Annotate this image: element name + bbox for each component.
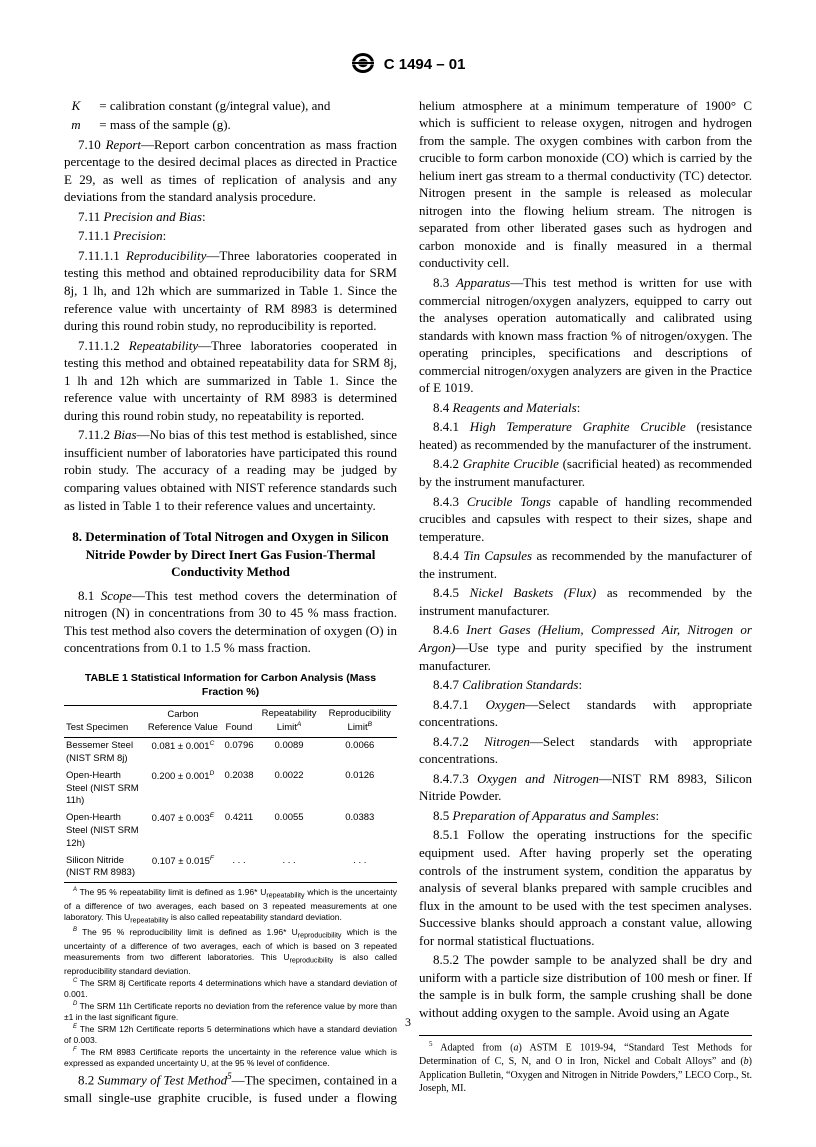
table-1: TABLE 1 Statistical Information for Carb…: [64, 671, 397, 1069]
para-8-4-4: 8.4.4 Tin Capsules as recommended by the…: [419, 547, 752, 582]
para-8-4-7-2: 8.4.7.2 Nitrogen—Select standards with a…: [419, 733, 752, 768]
two-column-body: K = calibration constant (g/integral val…: [64, 97, 752, 1107]
para-8-3: 8.3 Apparatus—This test method is writte…: [419, 274, 752, 397]
table-1-footnotes: A The 95 % repeatability limit is define…: [64, 887, 397, 1069]
col-found: Found: [222, 706, 255, 738]
table-row: Open-Hearth Steel (NIST SRM 11h)0.200 ± …: [64, 768, 397, 810]
table-footnote-A: A The 95 % repeatability limit is define…: [64, 887, 397, 926]
para-7-10: 7.10 Report—Report carbon concentration …: [64, 136, 397, 206]
para-8-4-7: 8.4.7 Calibration Standards:: [419, 676, 752, 694]
para-8-1: 8.1 Scope—This test method covers the de…: [64, 587, 397, 657]
section-8-heading: 8. Determination of Total Nitrogen and O…: [64, 528, 397, 581]
para-7-11-1-2: 7.11.1.2 Repeatability—Three laboratorie…: [64, 337, 397, 425]
table-1-grid: Test Specimen Carbon Reference Value Fou…: [64, 705, 397, 883]
definition-m: m = mass of the sample (g).: [64, 116, 397, 134]
col-ref: Carbon Reference Value: [143, 706, 222, 738]
col-specimen: Test Specimen: [64, 706, 143, 738]
table-footnote-B: B The 95 % reproducibility limit is defi…: [64, 927, 397, 977]
table-footnote-C: C The SRM 8j Certificate reports 4 deter…: [64, 978, 397, 1000]
document-header: C 1494 – 01: [64, 52, 752, 79]
para-8-4-6: 8.4.6 Inert Gases (Helium, Compressed Ai…: [419, 621, 752, 674]
para-8-4-7-1: 8.4.7.1 Oxygen—Select standards with app…: [419, 696, 752, 731]
table-1-title: TABLE 1 Statistical Information for Carb…: [64, 671, 397, 699]
para-8-5: 8.5 Preparation of Apparatus and Samples…: [419, 807, 752, 825]
page-footnote-5: 5 Adapted from (a) ASTM E 1019-94, “Stan…: [419, 1035, 752, 1095]
table-footnote-F: F The RM 8983 Certificate reports the un…: [64, 1047, 397, 1069]
designation-title: C 1494 – 01: [384, 55, 466, 75]
para-7-11-2: 7.11.2 Bias—No bias of this test method …: [64, 426, 397, 514]
page-number: 3: [0, 1014, 816, 1030]
para-8-4: 8.4 Reagents and Materials:: [419, 399, 752, 417]
para-7-11-1: 7.11.1 Precision:: [64, 227, 397, 245]
table-row: Open-Hearth Steel (NIST SRM 12h)0.407 ± …: [64, 810, 397, 852]
para-7-11-1-1: 7.11.1.1 Reproducibility—Three laborator…: [64, 247, 397, 335]
para-8-4-1: 8.4.1 High Temperature Graphite Crucible…: [419, 418, 752, 453]
col-repeat: Repeatability LimitA: [256, 706, 323, 738]
col-repro: Reproducibility LimitB: [323, 706, 397, 738]
para-8-4-3: 8.4.3 Crucible Tongs capable of handling…: [419, 493, 752, 546]
para-8-5-1: 8.5.1 Follow the operating instructions …: [419, 826, 752, 949]
astm-logo: [351, 52, 375, 79]
para-8-4-5: 8.4.5 Nickel Baskets (Flux) as recommend…: [419, 584, 752, 619]
definition-K: K = calibration constant (g/integral val…: [64, 97, 397, 115]
para-8-5-2: 8.5.2 The powder sample to be analyzed s…: [419, 951, 752, 1021]
table-row: Silicon Nitride (NIST RM 8983)0.107 ± 0.…: [64, 853, 397, 883]
table-row: Bessemer Steel (NIST SRM 8j)0.081 ± 0.00…: [64, 738, 397, 768]
para-7-11: 7.11 Precision and Bias:: [64, 208, 397, 226]
para-8-4-7-3: 8.4.7.3 Oxygen and Nitrogen—NIST RM 8983…: [419, 770, 752, 805]
para-8-4-2: 8.4.2 Graphite Crucible (sacrificial hea…: [419, 455, 752, 490]
